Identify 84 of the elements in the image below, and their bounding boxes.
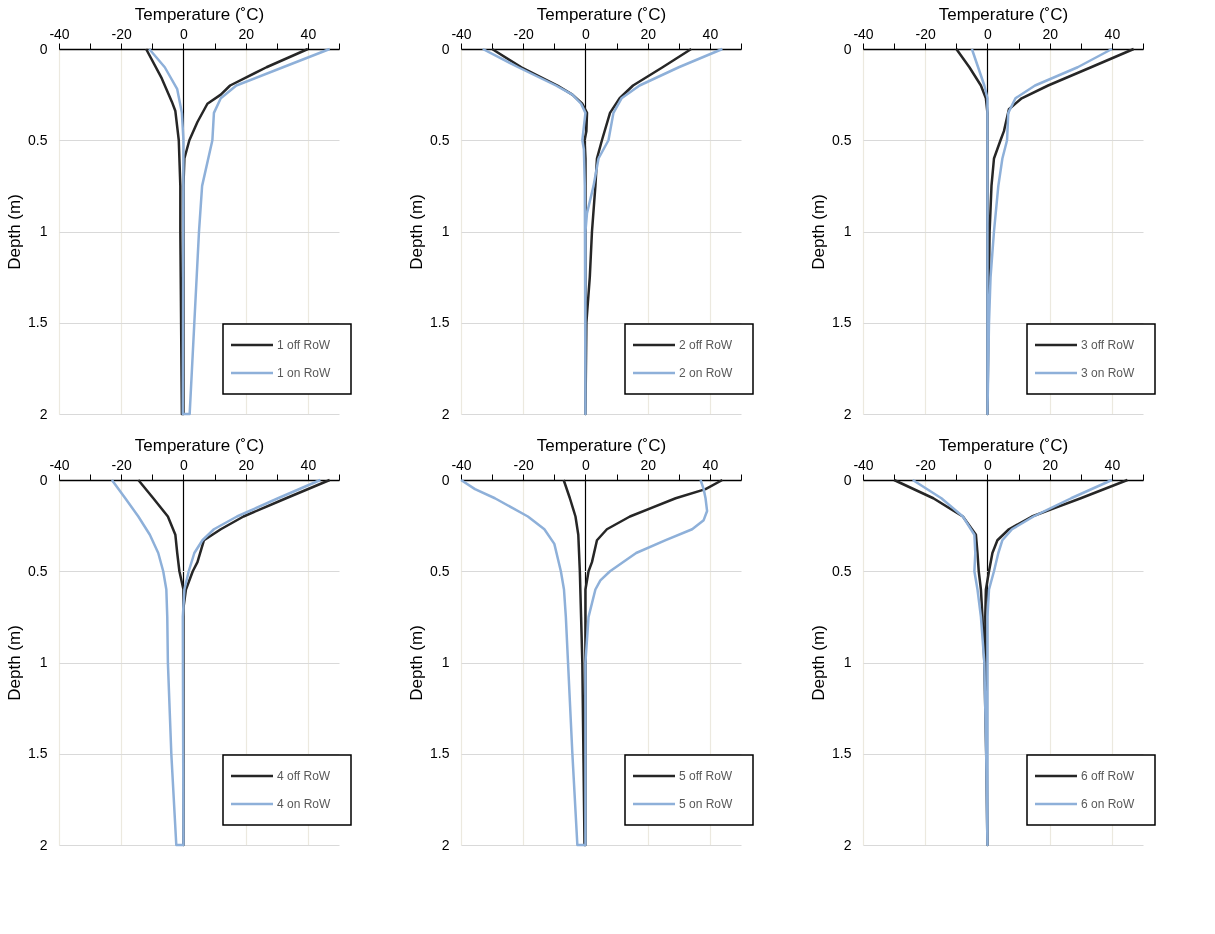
y-axis-title: Depth (m) xyxy=(5,194,25,270)
x-tick-label: -20 xyxy=(915,25,937,42)
x-tick-label: 0 xyxy=(180,456,189,473)
x-tick-label: -40 xyxy=(49,456,70,473)
x-tick-label: 40 xyxy=(1104,456,1121,473)
x-axis-title: Temperature (˚C) xyxy=(134,435,265,455)
x-tick-label: 40 xyxy=(300,25,317,42)
y-tick-label: 0.5 xyxy=(430,562,450,579)
x-tick-label: -40 xyxy=(853,456,874,473)
x-tick-label: -40 xyxy=(451,456,472,473)
x-tick-label: 40 xyxy=(1104,25,1121,42)
y-tick-label: 0 xyxy=(39,471,48,488)
x-tick-label: -20 xyxy=(111,25,133,42)
x-tick-label: 20 xyxy=(640,456,657,473)
x-tick-label: -20 xyxy=(513,456,535,473)
x-tick-label: 0 xyxy=(582,25,591,42)
x-tick-label: -40 xyxy=(853,25,874,42)
legend-label: 4 on RoW xyxy=(277,797,332,811)
y-tick-label: 1 xyxy=(441,654,450,670)
x-tick-label: -40 xyxy=(451,25,472,42)
y-tick-label: 1 xyxy=(441,223,450,239)
x-tick-label: 0 xyxy=(984,456,993,473)
x-tick-label: 0 xyxy=(984,25,993,42)
legend-label: 2 off RoW xyxy=(679,338,733,352)
x-axis-title: Temperature (˚C) xyxy=(536,435,667,455)
y-tick-label: 1 xyxy=(843,654,852,670)
x-tick-label: 0 xyxy=(582,456,591,473)
x-tick-label: 20 xyxy=(238,456,255,473)
x-axis-title: Temperature (˚C) xyxy=(536,4,667,24)
x-tick-label: 40 xyxy=(300,456,317,473)
x-tick-label: -40 xyxy=(49,25,70,42)
x-tick-label: -20 xyxy=(513,25,535,42)
x-tick-label: 20 xyxy=(238,25,255,42)
y-tick-label: 0 xyxy=(441,40,450,57)
x-axis-title: Temperature (˚C) xyxy=(134,4,265,24)
legend-label: 1 on RoW xyxy=(277,366,332,380)
x-tick-label: -20 xyxy=(915,456,937,473)
legend-label: 3 off RoW xyxy=(1081,338,1135,352)
y-tick-label: 0.5 xyxy=(430,131,450,148)
x-tick-label: 20 xyxy=(1042,456,1059,473)
legend-label: 4 off RoW xyxy=(277,769,331,783)
y-tick-label: 1.5 xyxy=(28,314,48,331)
y-tick-label: 0 xyxy=(843,471,852,488)
y-axis-title: Depth (m) xyxy=(407,194,427,270)
y-tick-label: 0 xyxy=(441,471,450,488)
legend-label: 2 on RoW xyxy=(679,366,734,380)
x-axis-title: Temperature (˚C) xyxy=(938,4,1069,24)
y-tick-label: 1.5 xyxy=(832,314,852,331)
legend-label: 6 on RoW xyxy=(1081,797,1136,811)
y-tick-label: 1.5 xyxy=(430,745,450,762)
legend-label: 3 on RoW xyxy=(1081,366,1136,380)
y-tick-label: 0.5 xyxy=(832,131,852,148)
y-tick-label: 2 xyxy=(39,405,48,422)
y-tick-label: 0 xyxy=(843,40,852,57)
y-tick-label: 2 xyxy=(843,836,852,853)
x-tick-label: -20 xyxy=(111,456,133,473)
y-tick-label: 0.5 xyxy=(832,562,852,579)
x-tick-label: 20 xyxy=(1042,25,1059,42)
y-tick-label: 2 xyxy=(441,405,450,422)
y-axis-title: Depth (m) xyxy=(407,625,427,701)
y-tick-label: 1 xyxy=(39,223,48,239)
y-tick-label: 1.5 xyxy=(430,314,450,331)
x-axis-title: Temperature (˚C) xyxy=(938,435,1069,455)
y-tick-label: 2 xyxy=(441,836,450,853)
y-tick-label: 1 xyxy=(39,654,48,670)
x-tick-label: 20 xyxy=(640,25,657,42)
y-tick-label: 1.5 xyxy=(832,745,852,762)
legend-label: 5 on RoW xyxy=(679,797,734,811)
y-tick-label: 1 xyxy=(843,223,852,239)
legend-label: 1 off RoW xyxy=(277,338,331,352)
y-tick-label: 0.5 xyxy=(28,562,48,579)
y-axis-title: Depth (m) xyxy=(809,625,829,701)
y-axis-title: Depth (m) xyxy=(809,194,829,270)
x-tick-label: 0 xyxy=(180,25,189,42)
y-tick-label: 1.5 xyxy=(28,745,48,762)
x-tick-label: 40 xyxy=(702,456,719,473)
y-axis-title: Depth (m) xyxy=(5,625,25,701)
legend-label: 6 off RoW xyxy=(1081,769,1135,783)
y-tick-label: 0 xyxy=(39,40,48,57)
x-tick-label: 40 xyxy=(702,25,719,42)
y-tick-label: 2 xyxy=(39,836,48,853)
y-tick-label: 2 xyxy=(843,405,852,422)
y-tick-label: 0.5 xyxy=(28,131,48,148)
legend-label: 5 off RoW xyxy=(679,769,733,783)
